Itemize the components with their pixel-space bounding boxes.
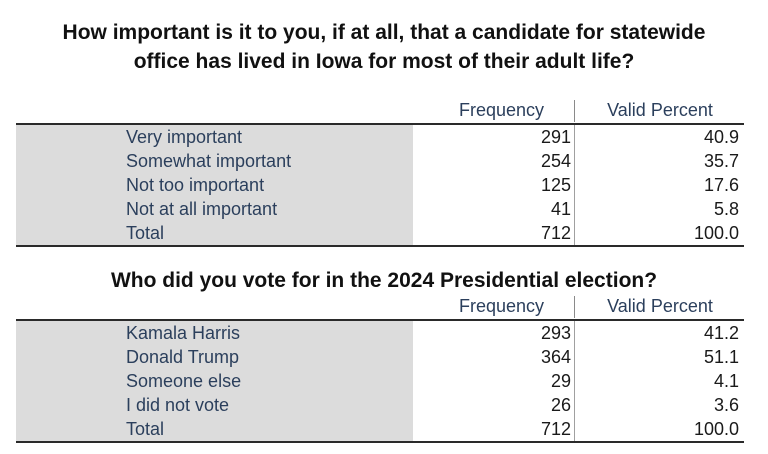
valid-percent-cell: 17.6 — [703, 175, 739, 195]
frequency-cell: 712 — [540, 419, 571, 439]
column-divider — [574, 417, 575, 441]
valid-percent-cell: 51.1 — [703, 347, 739, 367]
table-row: Not too important 125 17.6 — [16, 173, 744, 197]
column-divider — [574, 221, 575, 245]
column-divider — [574, 149, 575, 173]
row-label-background — [16, 221, 413, 245]
valid-percent-cell: 41.2 — [703, 323, 739, 343]
row-label: Somewhat important — [126, 151, 292, 171]
row-label: Someone else — [126, 371, 242, 391]
row-label: Not at all important — [126, 199, 278, 219]
frequency-table-candidate-residency: Frequency Valid Percent Very important 2… — [16, 97, 744, 247]
table-row: Someone else 29 4.1 — [16, 369, 744, 393]
valid-percent-cell: 3.6 — [713, 395, 739, 415]
row-label-background — [16, 417, 413, 441]
row-label: Very important — [126, 127, 243, 147]
frequency-cell: 712 — [540, 223, 571, 243]
table-row: Kamala Harris 293 41.2 — [16, 321, 744, 345]
frequency-cell: 125 — [540, 175, 571, 195]
column-divider — [574, 173, 575, 197]
table-body: Very important 291 40.9 Somewhat importa… — [16, 123, 744, 247]
column-header-valid-percent: Valid Percent — [607, 100, 713, 120]
valid-percent-cell: 40.9 — [703, 127, 739, 147]
frequency-cell: 293 — [540, 323, 571, 343]
column-divider — [574, 393, 575, 417]
frequency-cell: 26 — [550, 395, 571, 415]
table-row-total: Total 712 100.0 — [16, 417, 744, 441]
row-label-background — [16, 393, 413, 417]
table-header: Frequency Valid Percent — [16, 97, 744, 123]
table2-title: Who did you vote for in the 2024 Preside… — [110, 269, 658, 292]
frequency-table-2024-vote: Frequency Valid Percent Kamala Harris 29… — [16, 293, 744, 443]
table-row: Not at all important 41 5.8 — [16, 197, 744, 221]
column-divider — [574, 197, 575, 221]
table-row: I did not vote 26 3.6 — [16, 393, 744, 417]
column-divider — [574, 345, 575, 369]
column-header-valid-percent: Valid Percent — [607, 296, 713, 316]
column-header-frequency: Frequency — [458, 296, 545, 316]
row-label-background — [16, 149, 413, 173]
valid-percent-cell: 100.0 — [693, 223, 739, 243]
valid-percent-cell: 100.0 — [693, 419, 739, 439]
row-label: Total — [126, 223, 165, 243]
valid-percent-cell: 35.7 — [703, 151, 739, 171]
row-label: Kamala Harris — [126, 323, 241, 343]
frequency-cell: 41 — [550, 199, 571, 219]
frequency-cell: 254 — [540, 151, 571, 171]
column-divider — [574, 296, 575, 318]
table-row: Donald Trump 364 51.1 — [16, 345, 744, 369]
row-label-background — [16, 345, 413, 369]
row-label-background — [16, 369, 413, 393]
frequency-cell: 291 — [540, 127, 571, 147]
row-label-background — [16, 125, 413, 149]
column-header-frequency: Frequency — [458, 100, 545, 120]
table-header: Frequency Valid Percent — [16, 293, 744, 319]
table-body: Kamala Harris 293 41.2 Donald Trump 364 … — [16, 319, 744, 443]
valid-percent-cell: 4.1 — [713, 371, 739, 391]
table1-title-line1: How important is it to you, if at all, t… — [62, 21, 706, 44]
table-row-total: Total 712 100.0 — [16, 221, 744, 245]
table1-title-line2: office has lived in Iowa for most of the… — [133, 50, 635, 73]
frequency-cell: 29 — [550, 371, 571, 391]
table1-title: How important is it to you, if at all, t… — [0, 18, 768, 76]
valid-percent-cell: 5.8 — [713, 199, 739, 219]
row-label: Donald Trump — [126, 347, 240, 367]
row-label: I did not vote — [126, 395, 230, 415]
frequency-cell: 364 — [540, 347, 571, 367]
row-label-background — [16, 173, 413, 197]
column-divider — [574, 125, 575, 149]
row-label-background — [16, 197, 413, 221]
column-divider — [574, 100, 575, 122]
table-row: Very important 291 40.9 — [16, 125, 744, 149]
row-label: Not too important — [126, 175, 265, 195]
row-label-background — [16, 321, 413, 345]
column-divider — [574, 369, 575, 393]
row-label: Total — [126, 419, 165, 439]
column-divider — [574, 321, 575, 345]
table-row: Somewhat important 254 35.7 — [16, 149, 744, 173]
